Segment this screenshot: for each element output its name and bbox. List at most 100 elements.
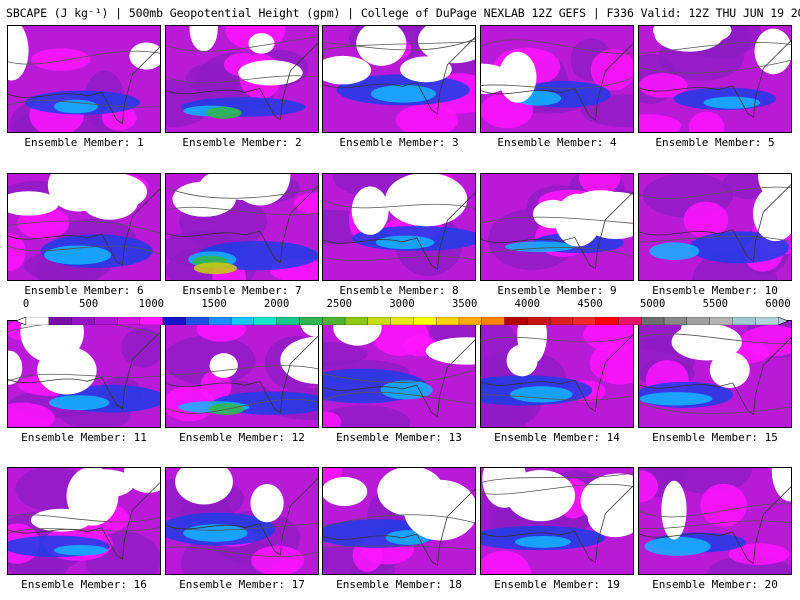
colorbar-swatch — [732, 316, 756, 326]
ensemble-panel — [322, 467, 476, 575]
cape-map — [323, 174, 475, 280]
ensemble-panel — [480, 25, 634, 133]
ensemble-member-label: Ensemble Member: 17 — [179, 578, 305, 591]
colorbar-swatch — [755, 316, 779, 326]
cape-map — [166, 174, 318, 280]
cape-map — [639, 468, 791, 574]
colorbar-swatch — [162, 316, 186, 326]
colorbar-swatch — [253, 316, 278, 326]
ensemble-panel — [7, 467, 161, 575]
cape-map — [323, 468, 475, 574]
cape-map — [8, 174, 160, 280]
ensemble-panel — [638, 25, 792, 133]
ensemble-member-label: Ensemble Member: 12 — [179, 431, 305, 444]
colorbar-swatch — [344, 316, 369, 326]
ensemble-panel — [165, 467, 319, 575]
ensemble-panel — [7, 25, 161, 133]
ensemble-member-label: Ensemble Member: 9 — [497, 284, 617, 297]
colorbar-swatch — [71, 316, 95, 326]
cape-map — [639, 174, 791, 280]
colorbar-tick-label: 0 — [22, 298, 30, 310]
cape-map — [481, 174, 633, 280]
colorbar-tick-label: 3000 — [389, 298, 415, 310]
ensemble-member-label: Ensemble Member: 8 — [339, 284, 459, 297]
colorbar-swatch — [504, 316, 528, 326]
ensemble-panel — [7, 173, 161, 281]
colorbar-swatch — [367, 316, 392, 326]
colorbar-svg — [15, 316, 789, 326]
colorbar-swatch — [413, 316, 437, 326]
ensemble-panel — [322, 25, 476, 133]
colorbar-tick-label: 2000 — [264, 298, 290, 310]
colorbar-swatch — [208, 316, 232, 326]
colorbar-swatch — [117, 316, 141, 326]
colorbar-tick-label: 500 — [79, 298, 99, 310]
colorbar-swatch — [686, 316, 711, 326]
ensemble-member-label: Ensemble Member: 18 — [336, 578, 462, 591]
colorbar-swatch — [48, 316, 73, 326]
ensemble-panel — [480, 467, 634, 575]
colorbar-swatch — [185, 316, 209, 326]
colorbar-swatch — [595, 316, 619, 326]
colorbar-tick-label: 1000 — [138, 298, 164, 310]
cape-map — [166, 321, 318, 427]
colorbar-swatch — [549, 316, 574, 326]
ensemble-member-label: Ensemble Member: 11 — [21, 431, 147, 444]
ensemble-member-label: Ensemble Member: 6 — [24, 284, 144, 297]
colorbar-swatch — [276, 316, 300, 326]
cape-map — [323, 26, 475, 132]
colorbar-swatch — [230, 316, 255, 326]
cape-map — [639, 26, 791, 132]
ensemble-member-label: Ensemble Member: 3 — [339, 136, 459, 149]
colorbar-swatch — [94, 316, 118, 326]
ensemble-panel — [480, 173, 634, 281]
colorbar-swatch — [663, 316, 688, 326]
colorbar-swatch — [322, 316, 346, 326]
ensemble-member-label: Ensemble Member: 7 — [182, 284, 302, 297]
colorbar-tick-label: 6000 — [765, 298, 791, 310]
colorbar-tick-label: 4500 — [577, 298, 603, 310]
colorbar-tick-label: 1500 — [201, 298, 227, 310]
ensemble-member-label: Ensemble Member: 19 — [494, 578, 620, 591]
colorbar — [15, 310, 789, 326]
colorbar-tick-label: 2500 — [326, 298, 352, 310]
ensemble-member-label: Ensemble Member: 4 — [497, 136, 617, 149]
cape-map — [481, 321, 633, 427]
ensemble-member-label: Ensemble Member: 2 — [182, 136, 302, 149]
colorbar-swatch — [618, 316, 642, 326]
colorbar-tick-label: 5500 — [702, 298, 728, 310]
cape-map — [639, 321, 791, 427]
colorbar-swatch — [458, 316, 483, 326]
colorbar-swatch — [641, 316, 665, 326]
ensemble-panel — [322, 173, 476, 281]
colorbar-swatch — [709, 316, 733, 326]
ensemble-panel — [7, 320, 161, 428]
cape-map — [481, 26, 633, 132]
ensemble-panel — [480, 320, 634, 428]
colorbar-swatch — [139, 316, 164, 326]
ensemble-panel — [165, 173, 319, 281]
colorbar-tick-label: 3500 — [452, 298, 478, 310]
colorbar-swatch — [436, 316, 460, 326]
colorbar-swatch — [572, 316, 597, 326]
ensemble-member-label: Ensemble Member: 13 — [336, 431, 462, 444]
cape-map — [8, 321, 160, 427]
ensemble-member-label: Ensemble Member: 14 — [494, 431, 620, 444]
colorbar-swatch — [25, 316, 50, 326]
ensemble-member-label: Ensemble Member: 16 — [21, 578, 147, 591]
ensemble-panel — [165, 25, 319, 133]
colorbar-tick-label: 5000 — [640, 298, 666, 310]
cape-map — [323, 321, 475, 427]
figure-title: SBCAPE (J kg⁻¹) | 500mb Geopotential Hei… — [6, 6, 800, 20]
colorbar-swatch — [299, 316, 323, 326]
colorbar-tick-labels: 0 500 1000 1500 2000 2500 3000 3500 4000 4500 5000… — [0, 298, 800, 310]
colorbar-tick-label: 4000 — [514, 298, 540, 310]
ensemble-panel — [638, 320, 792, 428]
cape-map — [8, 468, 160, 574]
ensemble-panel — [165, 320, 319, 428]
cape-map — [166, 26, 318, 132]
cape-map — [8, 26, 160, 132]
colorbar-swatch — [481, 316, 505, 326]
colorbar-swatch — [527, 316, 551, 326]
ensemble-panel — [322, 320, 476, 428]
